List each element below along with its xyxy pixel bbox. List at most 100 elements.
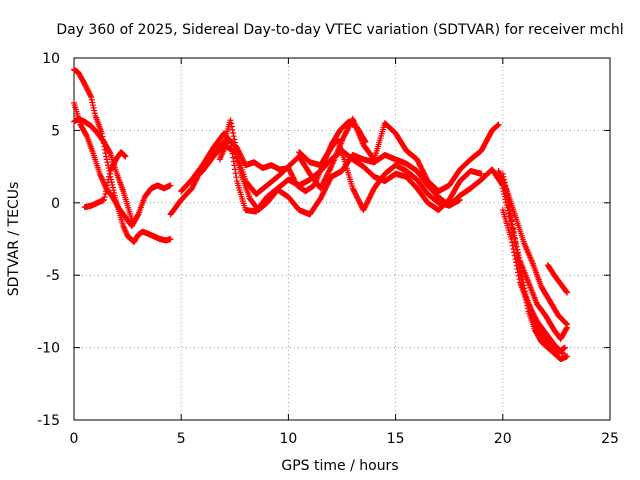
data-point (89, 102, 96, 109)
data-point (229, 150, 236, 157)
data-point (513, 262, 520, 269)
data-point (510, 246, 517, 253)
data-point (456, 196, 463, 203)
data-point (528, 306, 535, 313)
tick-labels: 0 5 10 15 20 25 -15 -10 -5 0 5 10 (37, 51, 619, 447)
data-point (526, 302, 533, 309)
chart-title: Day 360 of 2025, Sidereal Day-to-day VTE… (56, 22, 623, 38)
data-point (102, 188, 109, 195)
series-trace-4 (81, 149, 129, 211)
data-point (564, 353, 571, 360)
data-point (101, 194, 108, 201)
data-point (516, 276, 523, 283)
axis-ticks (73, 57, 611, 421)
data-point (532, 314, 539, 321)
data-point (513, 243, 520, 250)
y-tick-label: -15 (37, 413, 60, 429)
data-point (289, 173, 296, 180)
data-point (286, 166, 293, 173)
x-tick-label: 5 (177, 431, 186, 447)
data-point (511, 249, 518, 256)
data-point (564, 321, 571, 328)
data-point (232, 170, 239, 177)
data-point (362, 138, 369, 145)
data-point (232, 166, 239, 173)
data-point (563, 288, 570, 295)
data-point (564, 289, 571, 296)
data-point (110, 161, 117, 168)
data-point (107, 167, 114, 174)
x-tick-label: 15 (387, 431, 405, 447)
x-tick-label: 0 (70, 431, 79, 447)
data-point (91, 110, 98, 117)
data-point (327, 164, 334, 171)
series-trace-8 (216, 118, 369, 195)
data-point (86, 91, 93, 98)
data-point (108, 166, 115, 173)
y-tick-label: 0 (51, 196, 60, 212)
data-point (562, 320, 569, 327)
data-point (128, 217, 135, 224)
data-point (121, 152, 128, 159)
data-point (230, 158, 237, 165)
data-point (228, 123, 235, 130)
data-point (512, 256, 519, 263)
data-point (104, 182, 111, 189)
data-point (104, 159, 111, 166)
data-point (525, 301, 532, 308)
series-trace-9 (296, 136, 463, 214)
data-point (106, 149, 113, 156)
data-point (85, 88, 92, 95)
data-point (83, 84, 90, 91)
data-point (235, 148, 242, 155)
series-trace-15 (544, 262, 571, 296)
data-point (239, 156, 246, 163)
data-point (109, 164, 116, 171)
data-point (101, 196, 108, 203)
data-point (91, 107, 98, 114)
data-point (558, 349, 565, 356)
data-point (508, 236, 515, 242)
data-point (526, 303, 533, 310)
data-point (559, 350, 566, 357)
data-point (529, 309, 536, 316)
data-point (528, 307, 535, 314)
data-point (233, 144, 240, 151)
data-point (231, 162, 238, 169)
data-point (291, 178, 298, 185)
data-point (514, 266, 521, 273)
data-point (239, 155, 246, 162)
data-point (106, 170, 113, 177)
data-point (110, 187, 117, 194)
data-point (230, 130, 237, 137)
data-series (71, 66, 571, 363)
data-point (563, 320, 570, 327)
data-point (82, 82, 89, 89)
data-point (238, 154, 245, 161)
data-point (237, 152, 244, 159)
data-point (561, 344, 568, 351)
data-point (287, 169, 294, 176)
data-point (288, 171, 295, 178)
data-point (236, 150, 243, 157)
data-point (104, 162, 111, 169)
data-point (167, 236, 174, 242)
data-point (511, 252, 518, 259)
data-point (105, 176, 112, 183)
data-point (84, 87, 91, 94)
data-point (530, 311, 537, 318)
data-point (531, 313, 538, 320)
data-point (83, 132, 90, 139)
series-trace-2 (71, 99, 174, 229)
data-point (109, 184, 116, 191)
data-point (108, 165, 115, 172)
data-point (122, 153, 129, 160)
data-point (515, 272, 522, 279)
data-point (361, 137, 368, 144)
data-point (86, 90, 93, 97)
x-tick-label: 10 (279, 431, 297, 447)
data-point (512, 241, 519, 248)
data-point (516, 254, 523, 261)
data-point (111, 160, 118, 167)
